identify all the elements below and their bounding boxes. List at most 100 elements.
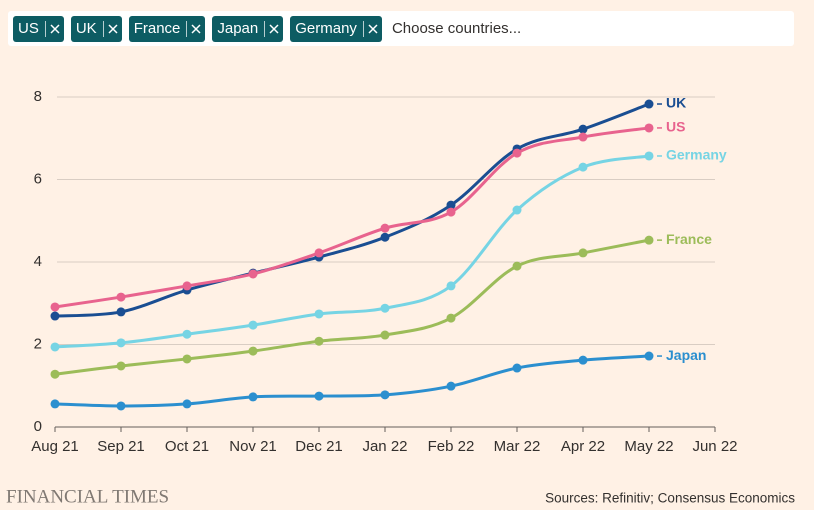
chip-separator (362, 20, 364, 37)
data-point (446, 207, 456, 217)
chip-separator (186, 20, 188, 37)
brand: FINANCIAL TIMES (6, 486, 169, 507)
y-tick-label: 2 (34, 335, 42, 352)
series-line (54, 154, 650, 349)
data-point (644, 99, 654, 109)
data-point (248, 346, 258, 356)
data-point (50, 311, 60, 321)
series-line (54, 238, 650, 376)
data-point (446, 381, 456, 391)
data-point (644, 235, 654, 245)
x-tick-label: Apr 22 (561, 438, 605, 455)
country-filter[interactable]: US UK France Japan Germany Choose countries..… (8, 11, 794, 46)
remove-cross (368, 23, 378, 34)
data-point (182, 329, 192, 339)
data-point (248, 392, 258, 402)
data-point (50, 342, 60, 352)
remove-icon[interactable] (269, 23, 279, 34)
series-label: Japan (666, 347, 706, 363)
chip-label: France (133, 20, 181, 37)
y-tick-label: 4 (34, 253, 42, 270)
data-point (512, 148, 522, 158)
x-tick-label: Nov 21 (229, 438, 277, 455)
series-label: Germany (666, 147, 727, 163)
data-point (182, 281, 192, 291)
chip-label: US (18, 20, 39, 37)
country-chip[interactable]: France (128, 15, 206, 42)
data-point (644, 151, 654, 161)
remove-cross (191, 23, 201, 34)
series-line (54, 102, 650, 318)
data-point (446, 200, 456, 210)
x-tick-label: Aug 21 (31, 438, 79, 455)
source: Sources: Refinitiv; Consensus Economics (545, 491, 795, 506)
chip-separator (264, 20, 266, 37)
series-label: France (666, 231, 712, 247)
data-point (578, 132, 588, 142)
chip-separator (102, 20, 104, 37)
x-tick-label: Feb 22 (428, 438, 475, 455)
data-point (116, 338, 126, 348)
data-point (578, 355, 588, 365)
x-tick-label: Oct 21 (165, 438, 209, 455)
data-point (578, 124, 588, 134)
x-tick-label: May 22 (624, 438, 673, 455)
data-point (644, 123, 654, 133)
country-chip[interactable]: Japan (212, 15, 284, 42)
data-point (512, 205, 522, 215)
data-point (116, 401, 126, 411)
data-point (578, 162, 588, 172)
data-point (380, 232, 390, 242)
data-point (446, 313, 456, 323)
country-chip[interactable]: US (13, 15, 64, 42)
chip-label: UK (75, 20, 97, 37)
remove-cross (50, 23, 60, 34)
x-tick-label: Mar 22 (494, 438, 541, 455)
data-point (512, 261, 522, 271)
data-point (380, 390, 390, 400)
data-point (380, 303, 390, 313)
remove-icon[interactable] (50, 23, 60, 34)
y-tick-label: 6 (34, 170, 42, 187)
data-point (314, 248, 324, 258)
data-point (116, 361, 126, 371)
remove-icon[interactable] (108, 23, 118, 34)
search-input[interactable]: Choose countries... (391, 20, 522, 37)
data-point (314, 391, 324, 401)
data-point (578, 248, 588, 258)
data-point (380, 330, 390, 340)
x-tick-label: Sep 21 (97, 438, 145, 455)
data-point (248, 269, 258, 279)
series-line (54, 354, 650, 408)
country-chip[interactable]: Germany (290, 15, 382, 42)
series-label: US (666, 119, 685, 135)
x-tick-label: Jan 22 (362, 438, 407, 455)
data-point (116, 307, 126, 317)
y-tick-label: 0 (34, 418, 42, 435)
data-point (50, 369, 60, 379)
x-tick-label: Jun 22 (692, 438, 737, 455)
y-tick-label: 8 (34, 88, 42, 105)
data-point (644, 351, 654, 361)
data-point (50, 399, 60, 409)
data-point (182, 354, 192, 364)
data-point (248, 320, 258, 330)
x-tick-label: Dec 21 (295, 438, 343, 455)
remove-icon[interactable] (368, 23, 378, 34)
remove-cross (108, 23, 118, 34)
country-chip[interactable]: UK (70, 15, 122, 42)
chip-label: Germany (295, 20, 357, 37)
data-point (182, 399, 192, 409)
data-point (116, 292, 126, 302)
data-point (380, 223, 390, 233)
series-label: UK (666, 95, 686, 111)
chip-separator (44, 20, 46, 37)
chip-label: Japan (217, 20, 259, 37)
data-point (50, 302, 60, 312)
data-point (512, 363, 522, 373)
data-point (314, 309, 324, 319)
remove-icon[interactable] (191, 23, 201, 34)
series-line (54, 126, 650, 309)
